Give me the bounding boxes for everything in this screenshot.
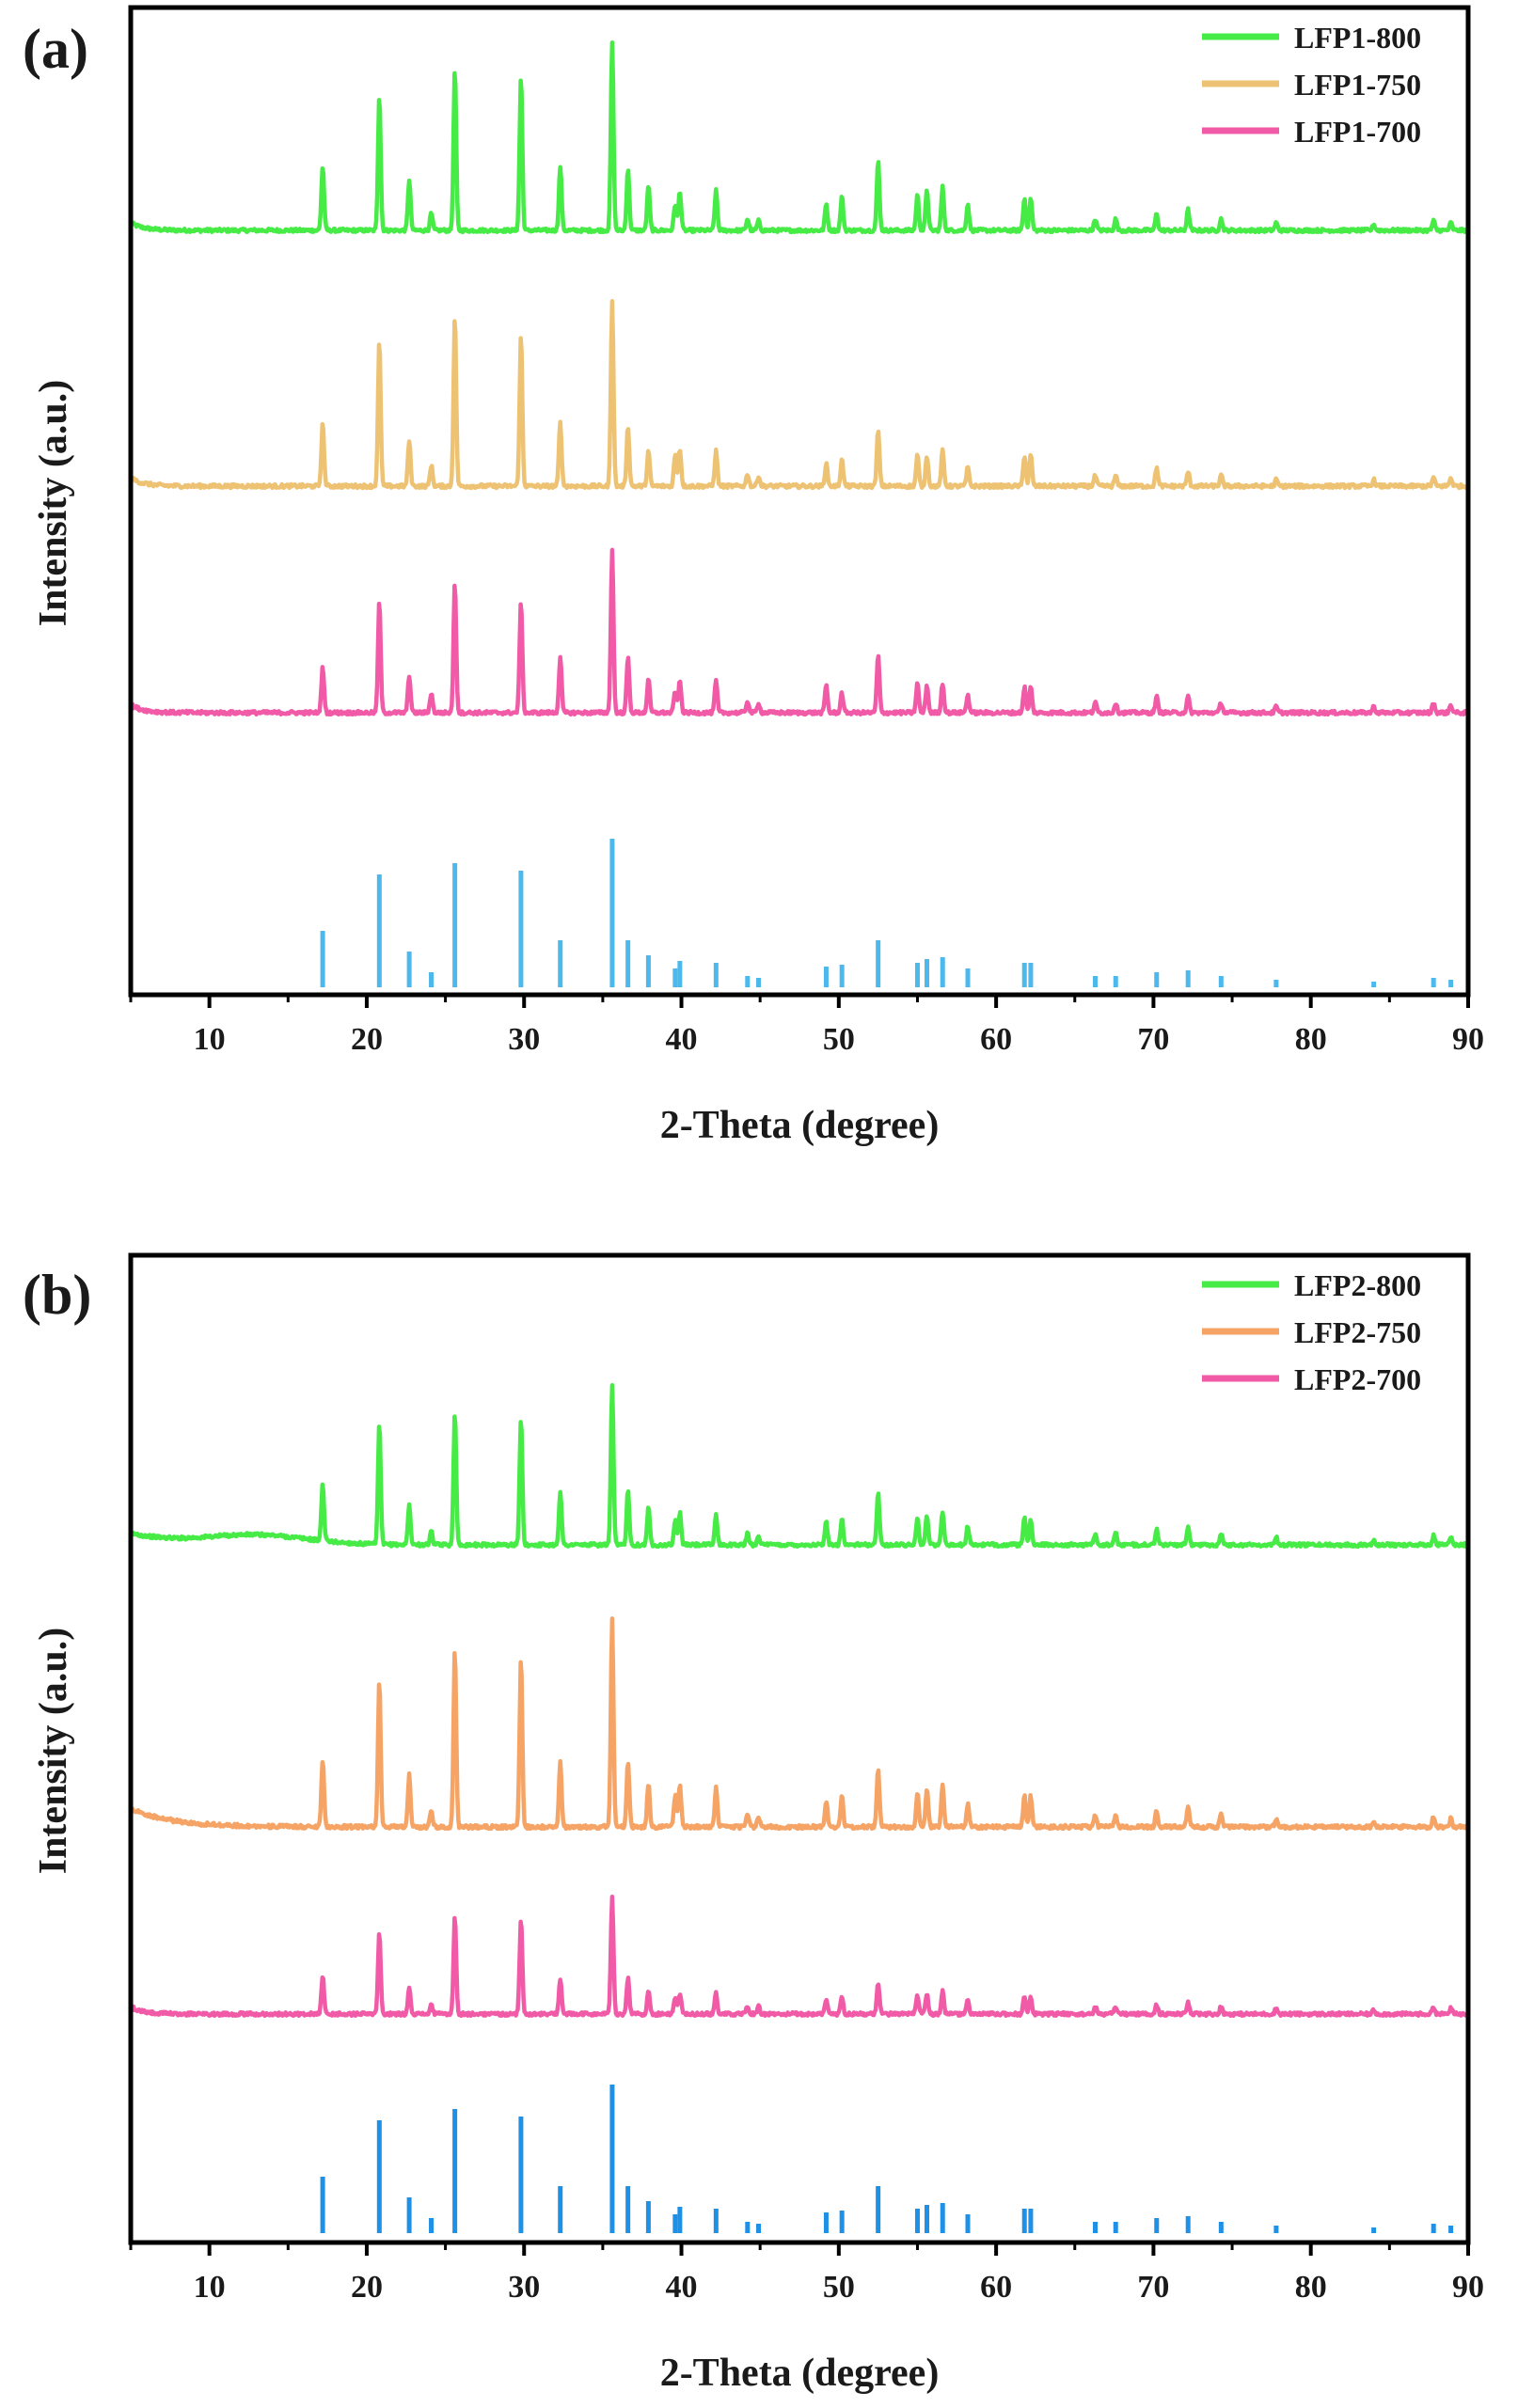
plot-frame <box>128 1252 1471 2245</box>
legend-item: LFP1-800 <box>1202 21 1421 55</box>
legend-item: LFP2-700 <box>1202 1362 1421 1396</box>
x-axis-title: 2-Theta (degree) <box>660 1104 940 1147</box>
xrd-panel-b: (b) Intensity (a.u.) 10 20 30 40 50 60 70 80 90 … <box>23 1252 1484 2395</box>
y-axis-title: Intensity (a.u.) <box>32 380 75 627</box>
series-line-lfp1-700 <box>129 547 1470 717</box>
legend: LFP1-800 LFP1-750 LFP1-700 <box>1202 21 1421 149</box>
x-tick-label: 10 <box>194 1022 226 1057</box>
legend-label: LFP2-750 <box>1294 1315 1421 1349</box>
x-axis-ticks: 10 20 30 40 50 60 70 80 90 <box>129 995 1484 1057</box>
x-tick-label: 70 <box>1137 2270 1169 2305</box>
legend-label: LFP1-750 <box>1294 68 1421 102</box>
legend-item: LFP2-800 <box>1202 1268 1421 1302</box>
legend-label: LFP2-800 <box>1294 1268 1421 1302</box>
series-line-lfp2-800 <box>129 1382 1470 1550</box>
x-axis-ticks: 10 20 30 40 50 60 70 80 90 <box>129 2243 1484 2305</box>
legend-label: LFP1-700 <box>1294 115 1421 149</box>
plot-area <box>128 1382 1470 2233</box>
plot-frame <box>128 5 1471 998</box>
legend-item: LFP1-700 <box>1202 115 1421 149</box>
x-tick-label: 30 <box>508 2270 540 2305</box>
reference-sticks <box>320 2085 1454 2233</box>
legend-label: LFP2-700 <box>1294 1362 1421 1396</box>
legend-item: LFP2-750 <box>1202 1315 1421 1349</box>
x-tick-label: 80 <box>1295 1022 1327 1057</box>
x-tick-label: 20 <box>351 2270 383 2305</box>
x-tick-label: 50 <box>823 1022 855 1057</box>
panel-label: (a) <box>23 18 88 80</box>
x-tick-label: 80 <box>1295 2270 1327 2305</box>
reference-sticks <box>320 839 1454 987</box>
legend-item: LFP1-750 <box>1202 68 1421 102</box>
y-axis-title: Intensity (a.u.) <box>32 1628 75 1875</box>
legend-label: LFP1-800 <box>1294 21 1421 55</box>
series-line-lfp1-750 <box>128 298 1470 491</box>
x-tick-label: 90 <box>1452 2270 1484 2305</box>
plot-area <box>128 40 1470 987</box>
x-tick-label: 40 <box>666 1022 698 1057</box>
x-tick-label: 60 <box>980 1022 1012 1057</box>
series-line-lfp2-700 <box>128 1894 1469 2019</box>
legend: LFP2-800 LFP2-750 LFP2-700 <box>1202 1268 1421 1396</box>
x-tick-label: 40 <box>666 2270 698 2305</box>
x-tick-label: 20 <box>351 1022 383 1057</box>
x-tick-label: 10 <box>194 2270 226 2305</box>
series-line-lfp2-750 <box>128 1616 1469 1832</box>
x-tick-label: 50 <box>823 2270 855 2305</box>
x-tick-label: 60 <box>980 2270 1012 2305</box>
x-tick-label: 70 <box>1137 1022 1169 1057</box>
series-line-lfp1-800 <box>129 40 1470 235</box>
x-tick-label: 30 <box>508 1022 540 1057</box>
panel-label: (b) <box>23 1264 91 1326</box>
x-axis-title: 2-Theta (degree) <box>660 2352 940 2395</box>
xrd-panel-a: (a) Intensity (a.u.) 10 20 30 40 50 60 70 80 90 … <box>23 5 1484 1147</box>
x-tick-label: 90 <box>1452 1022 1484 1057</box>
